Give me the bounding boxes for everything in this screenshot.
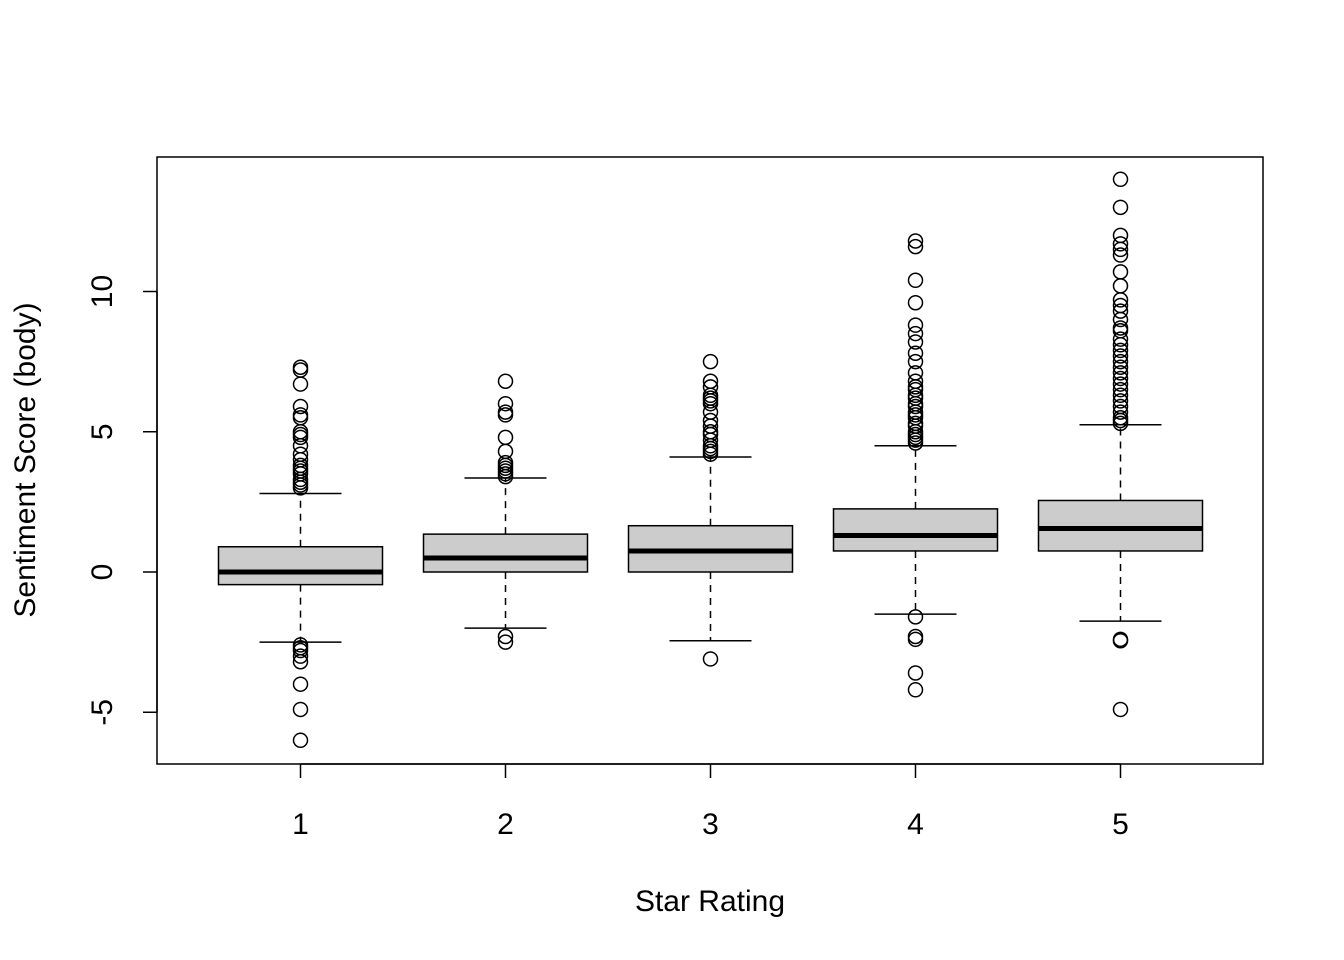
- outlier-point: [292, 648, 309, 664]
- outlier-point: [702, 395, 719, 412]
- outlier-point: [1112, 365, 1129, 381]
- outlier-point: [1112, 381, 1129, 398]
- outlier-point: [292, 642, 309, 659]
- y-tick-label: 0: [86, 564, 119, 581]
- y-tick-label: 5: [86, 423, 119, 440]
- outlier-point: [497, 429, 514, 446]
- outlier-point: [907, 609, 924, 625]
- outlier-point: [907, 682, 924, 698]
- outlier-point: [702, 651, 719, 667]
- outlier-point: [1112, 359, 1129, 375]
- outlier-point: [907, 665, 924, 681]
- outlier-point: [292, 701, 309, 718]
- outlier-point: [497, 407, 514, 423]
- outlier-point: [1112, 311, 1129, 328]
- x-tick-label: 1: [292, 808, 309, 841]
- outlier-point: [1112, 342, 1129, 359]
- outlier-point: [907, 272, 924, 289]
- box-2: [422, 373, 589, 650]
- outlier-point: [497, 628, 514, 645]
- outlier-point: [292, 480, 309, 496]
- box-4: [832, 233, 999, 698]
- iqr-box: [1037, 499, 1204, 552]
- iqr-box: [422, 533, 589, 573]
- outlier-point: [1112, 387, 1129, 404]
- outlier-point: [1112, 241, 1129, 258]
- outlier-point: [907, 334, 924, 350]
- box-3: [627, 353, 794, 667]
- box-1: [217, 359, 384, 749]
- outlier-point: [907, 353, 924, 370]
- iqr-box: [832, 508, 999, 552]
- outlier-point: [1112, 264, 1129, 280]
- outlier-point: [1112, 227, 1129, 244]
- outlier-point: [292, 676, 309, 692]
- outlier-point: [1112, 348, 1129, 364]
- outlier-point: [1112, 331, 1129, 347]
- y-axis-label: Sentiment Score (body): [9, 302, 42, 617]
- outlier-point: [497, 634, 514, 650]
- outlier-point: [702, 446, 719, 462]
- outlier-point: [1112, 632, 1129, 649]
- outlier-point: [907, 398, 924, 415]
- outlier-point: [1112, 247, 1129, 263]
- outlier-point: [907, 317, 924, 333]
- outlier-point: [907, 435, 924, 451]
- x-axis: 1 2 3 4 5: [292, 763, 1129, 841]
- outlier-point: [1112, 415, 1129, 432]
- y-tick-label: 10: [86, 275, 119, 308]
- outlier-point: [292, 429, 309, 446]
- outlier-point: [1112, 199, 1129, 216]
- y-axis: -5 0 5 10: [86, 275, 158, 726]
- outlier-point: [907, 294, 924, 311]
- outlier-point: [1112, 393, 1129, 409]
- outlier-point: [292, 654, 309, 670]
- outlier-point: [907, 233, 924, 249]
- outlier-point: [907, 325, 924, 342]
- outlier-point: [1112, 303, 1129, 319]
- x-axis-label: Star Rating: [635, 885, 785, 918]
- outlier-point: [1112, 701, 1129, 718]
- iqr-box: [217, 546, 384, 586]
- x-tick-label: 4: [907, 808, 924, 841]
- outlier-point: [292, 376, 309, 392]
- box-5: [1037, 171, 1204, 718]
- outlier-point: [907, 631, 924, 648]
- outlier-point: [702, 353, 719, 370]
- outlier-point: [1112, 278, 1129, 294]
- outlier-point: [497, 395, 514, 412]
- outlier-point: [1112, 337, 1129, 353]
- outlier-point: [292, 398, 309, 415]
- outlier-point: [497, 468, 514, 485]
- outlier-point: [1112, 236, 1129, 252]
- x-tick-label: 2: [497, 808, 514, 841]
- x-tick-label: 3: [702, 808, 719, 841]
- outlier-point: [292, 732, 309, 749]
- outlier-point: [1112, 353, 1129, 370]
- outlier-point: [1112, 292, 1129, 308]
- outlier-point: [1112, 370, 1129, 387]
- x-tick-label: 5: [1112, 808, 1129, 841]
- boxes-group: [217, 171, 1204, 749]
- y-tick-label: -5: [86, 699, 119, 726]
- outlier-point: [1112, 404, 1129, 420]
- outlier-point: [1112, 171, 1129, 188]
- outlier-point: [497, 373, 514, 390]
- outlier-point: [907, 238, 924, 255]
- outlier-point: [907, 345, 924, 361]
- outlier-point: [1112, 376, 1129, 392]
